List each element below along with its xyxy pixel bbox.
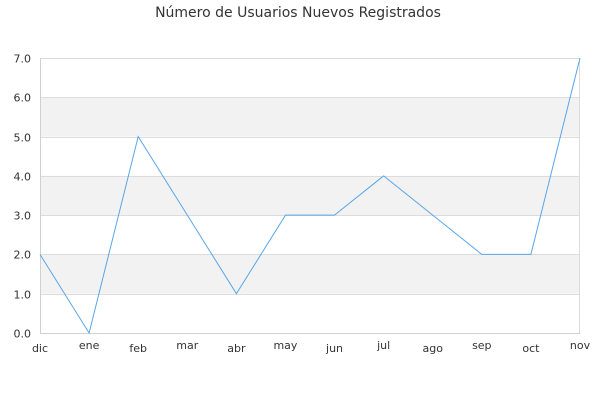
grid-band xyxy=(40,97,580,137)
x-tick-label: may xyxy=(273,339,297,352)
plot-bands xyxy=(40,97,580,294)
x-tick-label: ago xyxy=(423,342,444,355)
x-tick-label: feb xyxy=(129,342,147,355)
data-point xyxy=(431,214,434,217)
y-tick-label: 4.0 xyxy=(14,171,32,184)
x-tick-label: mar xyxy=(176,339,198,352)
y-tick-label: 6.0 xyxy=(14,92,32,105)
y-tick-label: 7.0 xyxy=(14,53,32,66)
data-point xyxy=(235,292,238,295)
data-point xyxy=(137,135,140,138)
series-line xyxy=(39,57,581,335)
data-point xyxy=(579,57,582,60)
y-tick-label: 5.0 xyxy=(14,132,32,145)
grid-band xyxy=(40,254,580,294)
y-tick-label: 1.0 xyxy=(14,289,32,302)
data-point xyxy=(39,253,42,256)
x-tick-label: sep xyxy=(472,339,491,352)
series-layer xyxy=(39,57,582,335)
x-tick-label: jun xyxy=(325,342,343,355)
x-tick-label: oct xyxy=(522,342,540,355)
data-point xyxy=(186,214,189,217)
x-tick-label: dic xyxy=(32,342,48,355)
x-tick-labels: dic ene feb mar abr may jun jul ago sep oct nov xyxy=(32,339,591,355)
x-tick-label: nov xyxy=(570,339,591,352)
x-tick-label: abr xyxy=(227,342,246,355)
x-tick-label: ene xyxy=(79,339,100,352)
chart-title: Número de Usuarios Nuevos Registrados xyxy=(155,5,441,21)
data-point xyxy=(382,174,385,177)
data-point xyxy=(529,253,532,256)
data-point xyxy=(480,253,483,256)
y-tick-label: 3.0 xyxy=(14,210,32,223)
grid-band xyxy=(40,175,580,216)
data-point xyxy=(333,214,336,217)
grid-lines xyxy=(40,58,580,334)
y-tick-label: 2.0 xyxy=(14,249,32,262)
x-tick-label: jul xyxy=(376,339,390,352)
y-tick-label: 0.0 xyxy=(14,328,32,341)
data-point xyxy=(284,214,287,217)
data-point xyxy=(88,332,91,335)
y-tick-labels: 0.0 1.0 2.0 3.0 4.0 5.0 6.0 7.0 xyxy=(14,53,32,341)
